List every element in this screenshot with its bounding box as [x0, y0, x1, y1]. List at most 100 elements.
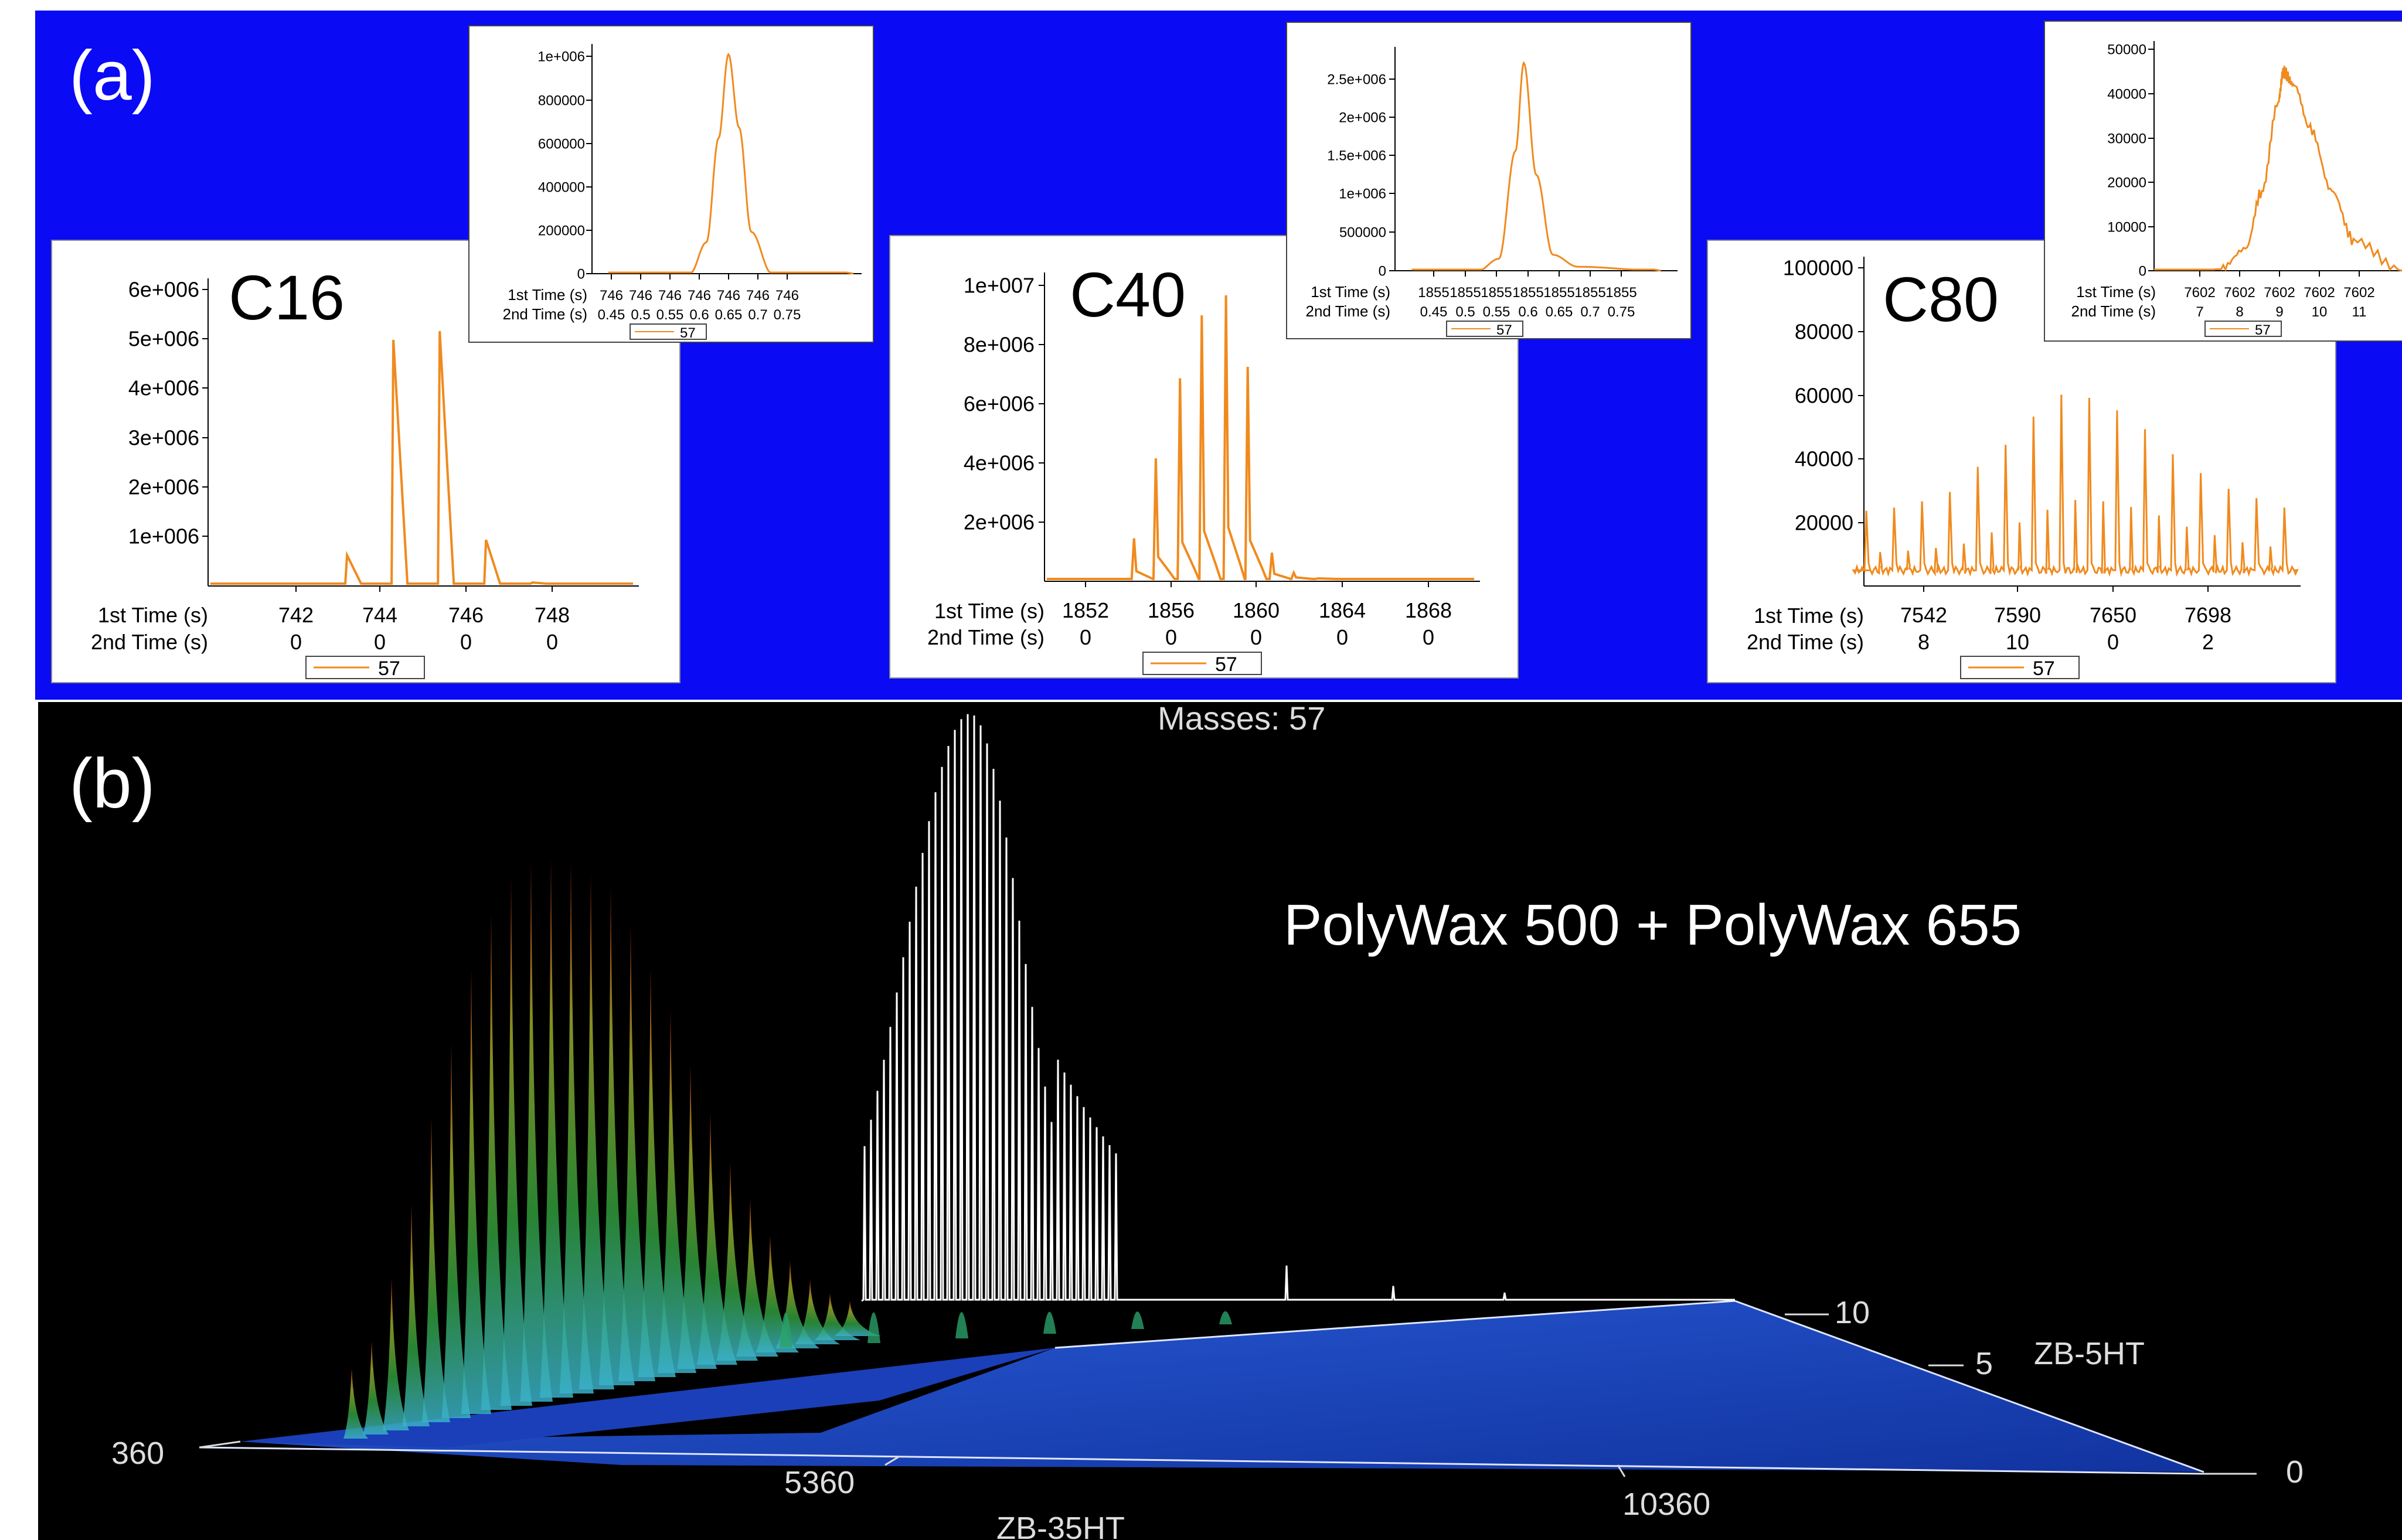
x-tick-label: 746	[448, 603, 484, 627]
x-tick-label: 1855	[1543, 285, 1574, 301]
surface-peak	[716, 1161, 758, 1361]
x-tick-label: 7602	[2224, 285, 2255, 301]
x-tick-label: 7542	[1900, 603, 1947, 627]
x-tick-label-2nd: 0.55	[656, 307, 684, 323]
projection-trace	[861, 714, 1735, 1302]
x-tick-label-2nd: 0.6	[689, 307, 709, 323]
x-tick-label: 746	[600, 288, 623, 304]
surface-peak	[815, 1293, 860, 1340]
x-tick-label: 7590	[1994, 603, 2041, 627]
c80-main-legend-label: 57	[2033, 657, 2055, 680]
x-tick-label-2nd: 0	[290, 630, 302, 654]
surface-edge-right	[1734, 1300, 2204, 1473]
x-tick-label-2nd: 0.75	[774, 307, 801, 323]
y-tick-label: 10	[1835, 1295, 1870, 1330]
y-tick-label: 2e+006	[964, 510, 1035, 534]
c80-main-x-axis: 7542 8 7590 10 7650 0 7698 2	[1900, 586, 2231, 654]
c80-main-legend: 57	[1960, 656, 2080, 680]
c80-inset-legend: 57	[2204, 321, 2282, 338]
x-tick-label-2nd: 8	[1918, 630, 1930, 654]
x-tick-label: 360	[111, 1436, 164, 1471]
panel-a-label: (a)	[69, 36, 155, 115]
c80-inset-xlabel-1st: 1st Time (s)	[2076, 283, 2156, 301]
x-tick-label: 742	[278, 603, 314, 627]
x-tick-label: 746	[775, 288, 799, 304]
x-tick-label: 1855	[1574, 285, 1605, 301]
c40-inset-xlabel-2nd: 2nd Time (s)	[1306, 302, 1391, 320]
y-axis-name: ZB-5HT	[2034, 1336, 2145, 1371]
y-tick-label: 80000	[1795, 320, 1853, 344]
c40-inset-y-axis: 2.5e+006 2e+006 1.5e+006 1e+006 500000 0	[1327, 71, 1395, 279]
c16-label: C16	[229, 262, 345, 333]
x-tick-label-2nd: 0	[1336, 625, 1348, 649]
y-tick-label: 4e+006	[964, 451, 1035, 475]
c40-inset-chart: 2.5e+006 2e+006 1.5e+006 1e+006 500000 0 1855…	[1286, 22, 1692, 339]
c40-inset-background	[1286, 22, 1692, 339]
surface-edge-front	[199, 1446, 2204, 1475]
x-tick-label-2nd: 0.7	[1580, 304, 1600, 320]
surface-peak	[955, 1312, 968, 1338]
x-tick-label-2nd: 8	[2236, 304, 2243, 320]
c16-main-xlabel-1st: 1st Time (s)	[98, 603, 208, 627]
y-tick-label: 40000	[1795, 447, 1853, 471]
x-tick-label: 1855	[1481, 285, 1512, 301]
x-tick-label-2nd: 0	[374, 630, 386, 654]
y-tick-label: 60000	[1795, 384, 1853, 408]
x-tick-label-2nd: 0	[2107, 630, 2119, 654]
x-tick-mark	[199, 1440, 241, 1449]
x-axis-3d: 360 5360 10360 ZB-35HT	[111, 1436, 1710, 1540]
x-axis-name: ZB-35HT	[996, 1511, 1125, 1540]
surface-peak	[618, 924, 655, 1381]
x-tick-label: 746	[658, 288, 682, 304]
x-tick-label: 7602	[2264, 285, 2295, 301]
y-tick-label: 100000	[1783, 256, 1853, 280]
surface-peak	[780, 1313, 792, 1348]
c16-inset-trace	[608, 53, 854, 275]
y-tick-label: 6e+006	[128, 278, 199, 302]
surface-peak	[867, 1312, 880, 1343]
y-tick-label: 1.5e+006	[1327, 148, 1386, 163]
surface-peaks	[343, 858, 1232, 1439]
c16-inset-y-axis: 1e+006 800000 600000 400000 200000 0	[537, 49, 592, 282]
c16-main-trace	[210, 331, 633, 585]
panel-b-label: (b)	[69, 744, 155, 823]
c80-inset-background	[2044, 21, 2402, 342]
x-tick-label-2nd: 0	[1423, 625, 1434, 649]
surface-peak	[461, 969, 491, 1414]
c40-inset-trace	[1411, 60, 1661, 272]
x-tick-label: 746	[688, 288, 711, 304]
c16-main-x-axis: 742 0 744 0 746 0 748 0	[278, 586, 570, 654]
surface-peak	[363, 1341, 389, 1435]
c16-inset-x-axis: 7460.457460.57460.557460.67460.657460.77…	[598, 274, 801, 323]
x-tick-label: 1852	[1062, 598, 1109, 622]
c40-inset-xlabel-1st: 1st Time (s)	[1311, 283, 1390, 301]
y-tick-label: 1e+006	[128, 524, 199, 548]
y-tick-label: 6e+006	[964, 392, 1035, 416]
c80-inset-x-axis: 7602 7 7602 8 7602 9 7602 10 7602 11	[2184, 271, 2375, 320]
projection-trace-line	[861, 714, 1735, 1302]
x-tick-label: 748	[535, 603, 570, 627]
c16-inset-background	[468, 25, 874, 343]
x-tick-label: 746	[629, 288, 652, 304]
y-tick-label: 5e+006	[128, 327, 199, 351]
c40-main-x-axis: 1852 0 1856 0 1860 0 1864 0 1868 0	[1062, 581, 1452, 649]
surface-peak	[501, 878, 532, 1406]
surface-peak	[598, 887, 635, 1385]
x-tick-mark	[1617, 1464, 1626, 1477]
surface-peak	[697, 1113, 737, 1365]
x-tick-label-2nd: 0.5	[631, 307, 650, 323]
y-tick-label: 1e+006	[1339, 186, 1386, 202]
surface-floor-front	[240, 1348, 1055, 1447]
x-tick-label: 7650	[2090, 603, 2136, 627]
x-tick-label-2nd: 0	[546, 630, 558, 654]
x-tick-label: 10360	[1622, 1487, 1710, 1522]
x-tick-label: 744	[362, 603, 397, 627]
x-tick-label: 7602	[2304, 285, 2335, 301]
surface-peak	[756, 1235, 799, 1352]
y-tick-label: 3e+006	[128, 426, 199, 450]
surface-peak	[540, 858, 573, 1398]
surface-edge-back	[1054, 1300, 1736, 1349]
c16-inset-legend: 57	[630, 323, 707, 341]
